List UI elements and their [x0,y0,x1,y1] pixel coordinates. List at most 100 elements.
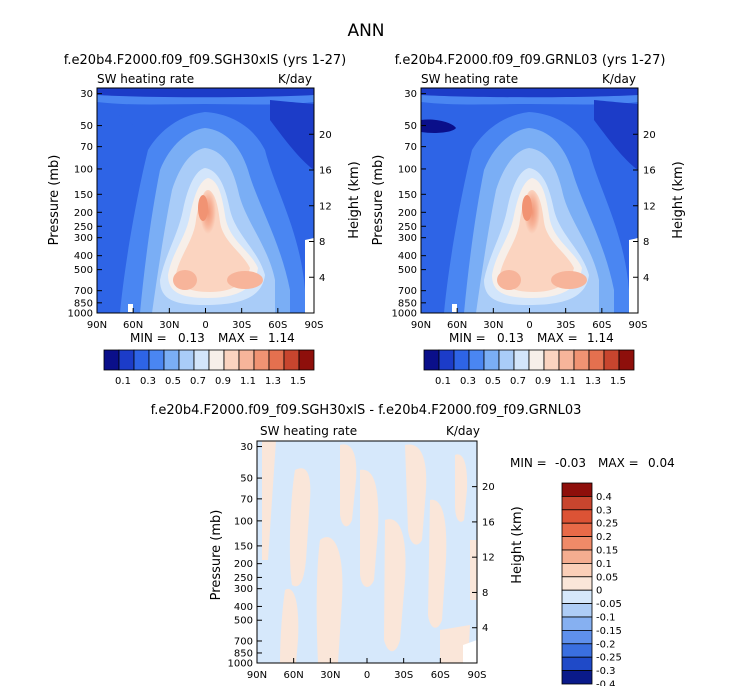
y-tick-label: 70 [240,494,253,505]
colorbar-label: 0.5 [165,376,181,387]
colorbar-box [561,643,593,658]
panel-3-max-label: MAX = [598,456,639,470]
y-tick-label: 850 [234,648,253,659]
panel-1-ylabel: Pressure (mb) [47,155,62,246]
panel-2-variable: SW heating rate [421,72,518,86]
y-tick-label: 700 [398,286,417,297]
panel-3-axes: 90N 60N 30N 0 30S 60S 90S 30 50 70 100 150 200 250300… [228,442,495,681]
y-tick-label: 500 [398,265,417,276]
y-tick-label: 500 [234,616,253,627]
y-tick-label: 850 [74,298,93,309]
x-tick-label: 90S [628,320,647,331]
colorbar-box [618,349,635,371]
height-tick-label: 20 [643,130,656,141]
x-tick-label: 60N [284,670,304,681]
colorbar-box [561,495,593,511]
colorbar-label: 0.2 [596,532,612,543]
panel-3-min-label: MIN = [510,456,547,470]
panel-3-title: f.e20b4.F2000.f09_f09.SGH30xlS - f.e20b4… [151,403,582,418]
panel-1-max-label: MAX = [218,331,259,345]
y-tick-label: 400 [234,602,253,613]
panel-1: f.e20b4.F2000.f09_f09.SGH30xlS (yrs 1-27… [47,53,362,345]
colorbar-label: 1.1 [240,376,256,387]
x-tick-label: 30N [483,320,503,331]
x-tick-label: 60S [268,320,287,331]
panel-1-field [97,88,314,313]
y-tick-label: 50 [240,474,253,485]
colorbar-box [561,603,593,618]
panel-3-ylabel-right: Height (km) [510,506,525,583]
panel-1-min-label: MIN = [130,331,167,345]
y-tick-label: 150 [398,190,417,201]
colorbar-box [561,563,593,578]
panel-2-colorbar: 0.1 0.3 0.5 0.7 0.9 1.1 1.3 1.5 [423,349,635,387]
colorbar-box [298,349,315,371]
panel-2-max: 1.14 [587,331,614,345]
y-tick-label: 700 [234,636,253,647]
colorbar-box [223,349,240,371]
colorbar-label: 0.3 [140,376,156,387]
colorbar-box [283,349,300,371]
colorbar-label: 1.5 [290,376,306,387]
panel-1-colorbar: 0.1 0.3 0.5 0.7 0.9 1.1 1.3 1.5 [103,349,315,387]
colorbar-label: 1.3 [585,376,601,387]
y-tick-label: 250 [234,573,253,584]
colorbar-label: 0.7 [190,376,206,387]
height-tick-label: 4 [643,273,649,284]
panel-3-colorbar: 0.4 0.3 0.25 0.2 0.15 0.1 0.05 0 -0.05 -0.1 -0.15 -… [561,482,622,686]
colorbar-box [468,349,485,371]
colorbar-box [453,349,470,371]
height-tick-label: 4 [319,273,325,284]
panel-3-variable: SW heating rate [260,424,357,438]
height-tick-label: 8 [482,588,488,599]
height-tick-label: 20 [482,482,495,493]
colorbar-box [133,349,150,371]
colorbar-box [118,349,135,371]
y-tick-label: 850 [398,298,417,309]
y-tick-label: 400 [74,251,93,262]
panel-3-units: K/day [446,424,480,438]
y-tick-label: 100 [398,164,417,175]
colorbar-label: 1.3 [265,376,281,387]
panel-2-ylabel-right: Height (km) [671,161,686,238]
colorbar-box [193,349,210,371]
colorbar-label: 0.3 [460,376,476,387]
y-tick-label: 100 [74,164,93,175]
y-tick-label: 1000 [68,309,93,320]
colorbar-box [103,349,120,371]
colorbar-box [438,349,455,371]
colorbar-label: -0.3 [596,666,616,677]
colorbar-label: -0.1 [596,613,616,624]
colorbar-label: -0.05 [596,599,622,610]
x-tick-label: 30S [232,320,251,331]
colorbar-box [561,576,593,591]
height-tick-label: 4 [482,623,488,634]
colorbar-box [423,349,440,371]
panel-2-axes: 90N 60N 30N 0 30S 60S 90S 30 50 70 100 150 200 250300… [392,89,656,331]
colorbar-box [498,349,515,371]
x-tick-label: 90S [304,320,323,331]
panel-2-field [421,88,638,313]
colorbar-box [558,349,575,371]
x-tick-label: 0 [202,320,208,331]
panel-3-max: 0.04 [648,456,675,470]
panel-2-min-label: MIN = [449,331,486,345]
y-tick-label: 300 [234,584,253,595]
colorbar-label: -0.2 [596,639,616,650]
colorbar-box [253,349,270,371]
colorbar-label: 0.15 [596,546,618,557]
axes-layer: 90N 60N 30N 0 30S 60S 90S305070100150200250300… [68,89,656,681]
colorbar-box [561,509,593,524]
colorbar-box [208,349,225,371]
panel-1-ylabel-right: Height (km) [347,161,362,238]
colorbar-box [513,349,530,371]
height-tick-label: 16 [643,166,656,177]
colorbar-label: 0.05 [596,572,618,583]
colorbar-label: 0.1 [435,376,451,387]
colorbar-box [543,349,560,371]
colorbar-box [561,549,593,564]
x-tick-label: 60S [431,670,450,681]
y-tick-label: 700 [74,286,93,297]
colorbar-label: 1.1 [560,376,576,387]
